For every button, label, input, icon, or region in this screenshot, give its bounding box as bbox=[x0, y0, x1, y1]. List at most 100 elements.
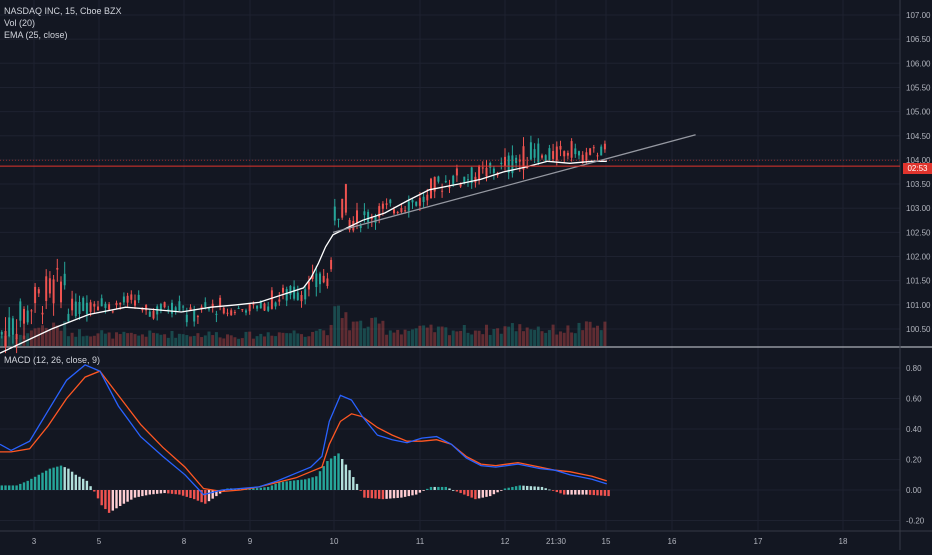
macd-histogram-bar bbox=[470, 490, 473, 498]
macd-histogram-bar bbox=[156, 490, 159, 494]
macd-histogram-bar bbox=[607, 490, 610, 497]
macd-histogram-bar bbox=[70, 471, 74, 490]
volume-bar bbox=[488, 334, 492, 346]
ema-label[interactable]: EMA (25, close) bbox=[4, 30, 68, 40]
macd-histogram-bar bbox=[344, 464, 348, 490]
volume-bar bbox=[399, 334, 403, 346]
macd-histogram-bar bbox=[296, 480, 299, 490]
overlays bbox=[0, 134, 900, 354]
volume-bar bbox=[407, 330, 411, 346]
volume-bar bbox=[455, 331, 459, 346]
volume-bar bbox=[126, 333, 130, 346]
volume-bar bbox=[111, 338, 115, 346]
volume-bar bbox=[292, 330, 296, 346]
candle-body bbox=[185, 314, 188, 323]
macd-histogram-bar bbox=[544, 488, 547, 490]
volume-bar bbox=[174, 337, 178, 346]
volume-bar bbox=[355, 321, 359, 346]
candle-body bbox=[319, 273, 321, 285]
candle-body bbox=[78, 301, 81, 315]
macd-histogram-bar bbox=[15, 485, 18, 490]
macd-histogram-bar bbox=[559, 490, 562, 494]
volume-bar bbox=[185, 335, 189, 346]
macd-axis-label: -0.20 bbox=[906, 517, 925, 526]
candle-body bbox=[215, 313, 218, 315]
macd-histogram-bar bbox=[211, 490, 214, 499]
symbol-label[interactable]: NASDAQ INC, 15, Cboe BZX bbox=[4, 6, 122, 16]
macd-histogram-bar bbox=[181, 490, 185, 496]
macd-histogram-bar bbox=[381, 490, 385, 500]
candle-body bbox=[122, 296, 125, 303]
candle-body bbox=[404, 210, 407, 212]
candle-body bbox=[137, 294, 140, 301]
volume-bar bbox=[329, 324, 333, 346]
volume-bar bbox=[203, 335, 207, 346]
candle-body bbox=[171, 302, 173, 314]
macd-histogram-bar bbox=[415, 490, 418, 495]
macd-histogram-bar bbox=[477, 490, 481, 499]
candle-body bbox=[455, 168, 458, 176]
time-axis-label: 18 bbox=[839, 537, 848, 546]
macd-axis-label: 0.80 bbox=[906, 364, 922, 373]
candle-body bbox=[400, 208, 403, 213]
candle-body bbox=[89, 302, 92, 312]
macd-histogram-bar bbox=[452, 490, 455, 491]
candle-body bbox=[504, 156, 506, 167]
macd-label[interactable]: MACD (12, 26, close, 9) bbox=[4, 355, 101, 365]
macd-histogram-bar bbox=[107, 490, 111, 513]
macd-histogram-bar bbox=[252, 488, 255, 490]
macd-histogram-bar bbox=[292, 480, 296, 490]
macd-histogram-bar bbox=[59, 465, 63, 490]
axes: 107.00 106.50 106.00 105.50 105.00 104.50 104.… bbox=[32, 11, 931, 546]
candle-body bbox=[8, 317, 11, 337]
macd-histogram-bar bbox=[144, 490, 148, 496]
ema-line bbox=[0, 160, 607, 354]
macd-histogram-bar bbox=[511, 486, 514, 490]
candle-body bbox=[411, 200, 414, 203]
candle-body bbox=[60, 281, 62, 303]
volume-bar bbox=[237, 338, 241, 346]
candle-body bbox=[111, 311, 114, 313]
candle-body bbox=[182, 306, 185, 308]
price-axis-label: 104.50 bbox=[906, 132, 931, 141]
macd-histogram-bar bbox=[603, 490, 607, 496]
candle-body bbox=[159, 304, 162, 311]
candle-body bbox=[289, 285, 292, 295]
volume-bar bbox=[196, 333, 200, 346]
macd-histogram-bar bbox=[104, 490, 107, 510]
macd-histogram-bar bbox=[307, 478, 311, 490]
macd-histogram-bar bbox=[429, 486, 433, 490]
time-axis-label: 12 bbox=[501, 537, 510, 546]
macd-histogram-bar bbox=[526, 485, 529, 490]
volume-bar bbox=[218, 337, 222, 346]
macd-histogram-bar bbox=[396, 490, 399, 498]
candle-body bbox=[341, 198, 344, 218]
price-axis-label: 105.50 bbox=[906, 83, 931, 92]
candle-body bbox=[300, 295, 303, 302]
volume-bar bbox=[547, 330, 551, 346]
main-legend: NASDAQ INC, 15, Cboe BZX Vol (20) EMA (2… bbox=[4, 5, 122, 41]
candle-body bbox=[393, 209, 395, 214]
candle-body bbox=[511, 155, 514, 174]
candle-body bbox=[274, 302, 277, 307]
volume-label[interactable]: Vol (20) bbox=[4, 18, 36, 28]
volume-bar bbox=[63, 321, 67, 346]
macd-histogram-bar bbox=[11, 485, 15, 490]
volume-bar bbox=[499, 333, 503, 346]
candle-body bbox=[452, 175, 455, 185]
macd-histogram-bar bbox=[440, 486, 444, 490]
macd-histogram-bar bbox=[370, 490, 373, 499]
candle-body bbox=[222, 307, 225, 314]
candle-body bbox=[578, 151, 580, 156]
macd-histogram-bar bbox=[444, 486, 447, 490]
candle-body bbox=[563, 151, 566, 157]
macd-histogram-bar bbox=[67, 468, 70, 490]
volume-bar bbox=[140, 334, 144, 346]
volume-bar bbox=[251, 338, 255, 346]
candle-body bbox=[344, 184, 347, 213]
macd-histogram-bar bbox=[133, 490, 137, 498]
volume-bar bbox=[81, 336, 85, 346]
candle-body bbox=[489, 163, 492, 168]
